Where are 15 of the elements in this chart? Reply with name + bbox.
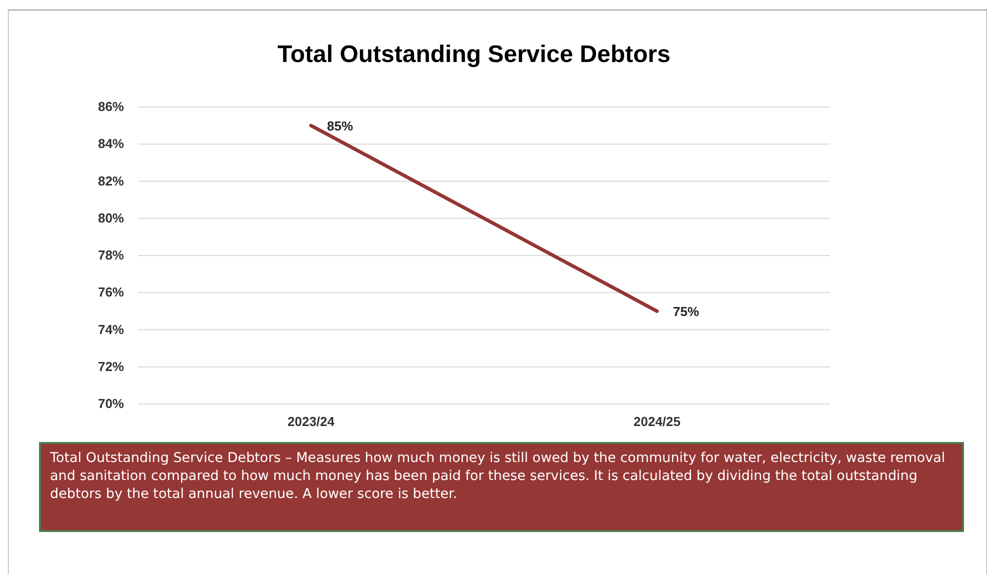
x-tick-label: 2024/25 (634, 414, 680, 429)
y-tick-label: 78% (98, 248, 124, 262)
x-tick-label: 2023/24 (288, 414, 336, 429)
data-label: 75% (673, 304, 700, 320)
text: Total Outstanding Service Debtors – Measures how much money is still owed by the community for water, electricity, waste removal and sanitation compared to how much money has been paid for these services. It is calculated by dividing the total outstanding debtors by the total annual revenue. A lower score is better. (50, 449, 946, 503)
y-tick-label: 72% (98, 358, 124, 374)
y-tick-label: 82% (98, 173, 124, 188)
y-tick-label: 70% (98, 396, 124, 411)
y-tick-label: 76% (98, 284, 124, 300)
chart-title: Total Outstanding Service Debtors (278, 41, 670, 68)
data-label: 85% (327, 118, 354, 134)
y-tick-label: 74% (98, 322, 124, 337)
y-tick-label: 86% (98, 99, 124, 114)
y-tick-label: 84% (98, 136, 124, 152)
y-tick-label: 80% (98, 210, 124, 226)
